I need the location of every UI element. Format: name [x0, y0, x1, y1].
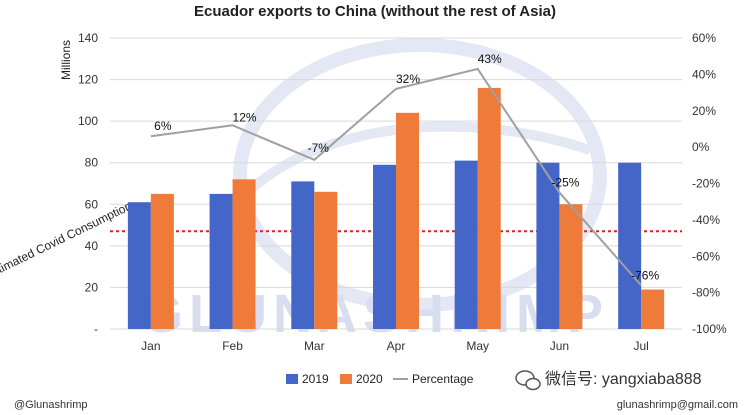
bar-2019-feb — [209, 193, 233, 329]
bar-2019-apr — [373, 164, 396, 329]
y-tick-label: 140 — [78, 31, 98, 45]
y-axis-label: Millions — [59, 40, 73, 80]
data-label-jan: 6% — [154, 119, 172, 133]
bar-2020-jan — [150, 193, 174, 329]
y2-tick-label: -100% — [692, 322, 727, 336]
wechat-icon — [515, 370, 541, 391]
y-tick-label: - — [94, 322, 98, 336]
data-label-may: 43% — [478, 52, 502, 66]
data-label-apr: 32% — [396, 72, 420, 86]
y-tick-label: 40 — [85, 239, 99, 253]
bars — [127, 87, 665, 329]
y-tick-label: 80 — [85, 156, 99, 170]
y-tick-label: 60 — [85, 197, 99, 211]
x-tick-label-may: May — [466, 339, 489, 353]
x-tick-label-feb: Feb — [222, 339, 243, 353]
wechat-id: yangxiaba888 — [602, 371, 702, 388]
percentage-line-path — [150, 67, 642, 287]
bar-2019-may — [454, 160, 478, 329]
bar-2020-jun — [559, 204, 583, 329]
wechat-badge: 微信号: yangxiaba888 — [515, 370, 702, 391]
x-tick-label-jan: Jan — [141, 339, 160, 353]
y2-axis-ticks: -100% -80% -60% -40% -20% 0% 20% 40% 60% — [692, 31, 727, 336]
y2-tick-label: -60% — [692, 249, 720, 263]
x-tick-label-jun: Jun — [550, 339, 569, 353]
data-label-feb: 12% — [233, 110, 257, 124]
reference-line-label: Estimated Covid Consumption — [0, 199, 134, 282]
bar-2019-jan — [127, 202, 151, 329]
footer: @Glunashrimp 微信号: yangxiaba888 glunashri… — [14, 370, 738, 411]
legend-swatch-2019 — [286, 374, 298, 384]
y2-tick-label: 40% — [692, 67, 716, 81]
legend: 2019 2020 Percentage — [286, 372, 474, 386]
y2-tick-label: -80% — [692, 286, 720, 300]
chart-title: Ecuador exports to China (without the re… — [194, 3, 556, 20]
y2-tick-label: -20% — [692, 177, 720, 191]
x-tick-label-mar: Mar — [304, 339, 325, 353]
bar-2020-feb — [232, 179, 256, 329]
bar-2020-may — [477, 87, 501, 329]
y2-tick-label: 20% — [692, 104, 716, 118]
y-tick-label: 100 — [78, 114, 98, 128]
data-label-mar: -7% — [308, 141, 330, 155]
y-axis-ticks: - 20 40 60 80 100 120 140 — [78, 31, 98, 336]
x-tick-label-apr: Apr — [387, 339, 406, 353]
svg-text:微信号: yangxiaba888: 微信号: yangxiaba888 — [545, 370, 702, 388]
bar-2019-jun — [536, 162, 560, 329]
bar-2019-mar — [291, 181, 315, 329]
bar-2020-jul — [641, 289, 665, 329]
y2-tick-label: -40% — [692, 213, 720, 227]
x-axis-ticks: Jan Feb Mar Apr May Jun Jul — [141, 339, 649, 353]
y2-tick-label: 0% — [692, 140, 710, 154]
legend-label-2019: 2019 — [302, 372, 329, 386]
bar-2020-apr — [396, 112, 419, 329]
legend-label-2020: 2020 — [356, 372, 383, 386]
data-label-jul: -76% — [631, 268, 659, 282]
y-tick-label: 20 — [85, 280, 99, 294]
data-label-jun: -25% — [551, 176, 579, 190]
legend-swatch-2020 — [340, 374, 352, 384]
legend-label-percentage: Percentage — [412, 372, 474, 386]
brand-left: @Glunashrimp — [14, 399, 88, 411]
bar-2020-mar — [314, 191, 338, 329]
y-tick-label: 120 — [78, 73, 98, 87]
percentage-line: 6% 12% -7% 32% 43% -25% -76% — [150, 52, 659, 287]
bar-2019-jul — [618, 162, 642, 329]
y2-tick-label: 60% — [692, 31, 716, 45]
x-tick-label-jul: Jul — [633, 339, 648, 353]
email: glunashrimp@gmail.com — [617, 399, 738, 411]
wechat-prefix: 微信号: — [545, 370, 602, 388]
